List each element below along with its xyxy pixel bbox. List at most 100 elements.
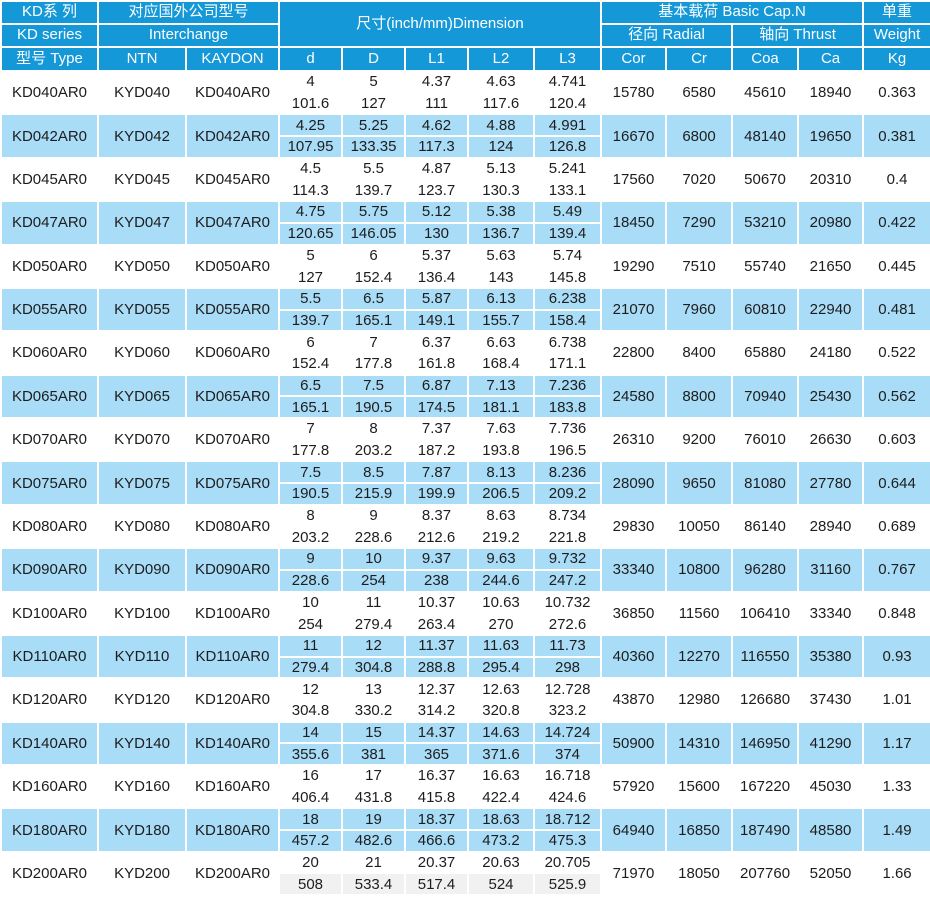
header-radial: 径向 Radial [602,25,732,46]
cell-dim-mm: 181.1 [469,397,534,417]
cell-ca: 20980 [799,202,863,244]
cell-dim-inch: 5.37 [406,245,468,266]
cell-ca: 45030 [799,766,863,808]
cell-dim-mm: 209.2 [535,484,601,504]
cell-dim-inch: 19 [343,809,405,830]
cell-dim-inch: 9.63 [469,549,534,569]
cell-cor: 71970 [602,852,666,895]
cell-cr: 16850 [667,809,732,851]
cell-dim-mm: 525.9 [535,874,601,895]
cell-model-ntn: KYD042 [99,115,185,157]
table-row: KD180AR0 KYD180 KD180AR0 18 19 18.37 18.63 18.7… [2,809,930,851]
cell-model-kaydon: KD055AR0 [187,288,279,331]
cell-model-kaydon: KD080AR0 [187,505,279,548]
cell-dim-inch: 4.991 [535,115,601,136]
cell-ca: 18940 [799,72,863,114]
cell-dim-mm: 165.1 [343,310,405,331]
cell-model-type: KD050AR0 [2,245,97,287]
cell-cor: 15780 [602,72,666,114]
cell-dim-mm: 133.1 [535,180,601,201]
cell-cor: 26310 [602,419,666,461]
cell-model-kaydon: KD060AR0 [187,332,279,374]
cell-dim-mm: 272.6 [535,614,601,634]
cell-ca: 21650 [799,245,863,287]
cell-dim-inch: 5.87 [406,288,468,309]
cell-dim-mm: 314.2 [406,700,468,721]
cell-dim-inch: 5.12 [406,202,468,222]
cell-cr: 7020 [667,158,732,201]
cell-model-ntn: KYD090 [99,549,185,591]
header-type: 型号 Type [2,48,97,70]
cell-dim-mm: 212.6 [406,527,468,548]
cell-cr: 9200 [667,419,732,461]
cell-cor: 57920 [602,766,666,808]
cell-dim-mm: 330.2 [343,700,405,721]
cell-model-kaydon: KD075AR0 [187,462,279,504]
cell-dim-mm: 219.2 [469,527,534,548]
cell-dim-mm: 320.8 [469,700,534,721]
cell-model-ntn: KYD080 [99,505,185,548]
cell-dim-inch: 17 [343,766,405,786]
table-row: KD100AR0 KYD100 KD100AR0 10 11 10.37 10.63 10.7… [2,592,930,634]
cell-cor: 43870 [602,679,666,721]
cell-cr: 8400 [667,332,732,374]
cell-model-ntn: KYD120 [99,679,185,721]
cell-dim-mm: 199.9 [406,484,468,504]
cell-dim-mm: 524 [469,874,534,895]
cell-dim-mm: 152.4 [343,267,405,287]
table-row-mm: 406.4 431.8 415.8 422.4 424.6 [2,787,930,808]
cell-kg: 0.363 [864,72,930,114]
cell-kg: 1.49 [864,809,930,851]
cell-dim-mm: 171.1 [535,353,601,374]
table-row: KD200AR0 KYD200 KD200AR0 20 21 20.37 20.63 20.7… [2,852,930,895]
cell-dim-mm: 203.2 [343,440,405,461]
header-kd-series-en: KD series [2,25,97,46]
table-row-mm: 355.6 381 365 371.6 374 [2,744,930,764]
cell-dim-inch: 11 [280,635,342,656]
cell-dim-mm: 247.2 [535,570,601,591]
table-row: KD090AR0 KYD090 KD090AR0 9 10 9.37 9.63 9.732 33… [2,549,930,591]
cell-cr: 8800 [667,375,732,417]
table-row: KD047AR0 KYD047 KD047AR0 4.75 5.75 5.12 5.38 5.… [2,202,930,244]
cell-kg: 0.603 [864,419,930,461]
cell-dim-mm: 149.1 [406,310,468,331]
cell-cr: 6580 [667,72,732,114]
cell-coa: 187490 [733,809,798,851]
cell-dim-inch: 7.5 [280,462,342,483]
cell-dim-mm: 130 [406,223,468,244]
cell-coa: 48140 [733,115,798,157]
table-row: KD060AR0 KYD060 KD060AR0 6 7 6.37 6.63 6.738 228… [2,332,930,374]
cell-model-type: KD070AR0 [2,419,97,461]
cell-kg: 0.689 [864,505,930,548]
cell-dim-inch: 7 [280,419,342,439]
cell-ca: 24180 [799,332,863,374]
cell-dim-mm: 254 [343,570,405,591]
table-row-mm: 254 279.4 263.4 270 272.6 [2,614,930,634]
cell-coa: 45610 [733,72,798,114]
cell-model-type: KD090AR0 [2,549,97,591]
cell-model-ntn: KYD100 [99,592,185,634]
cell-dim-inch: 9 [280,549,342,569]
table-row-mm: 114.3 139.7 123.7 130.3 133.1 [2,180,930,201]
cell-cr: 15600 [667,766,732,808]
cell-model-ntn: KYD065 [99,375,185,417]
table-row-mm: 101.6 127 111 117.6 120.4 [2,93,930,114]
cell-coa: 76010 [733,419,798,461]
table-row: KD040AR0 KYD040 KD040AR0 4 5 4.37 4.63 4.741 157… [2,72,930,114]
cell-model-kaydon: KD120AR0 [187,679,279,721]
header-interchange-cn: 对应国外公司型号 [99,2,279,23]
cell-dim-inch: 9 [343,505,405,526]
cell-dim-mm: 196.5 [535,440,601,461]
cell-dim-inch: 10.63 [469,592,534,613]
cell-dim-inch: 14.724 [535,722,601,743]
cell-coa: 50670 [733,158,798,201]
cell-dim-inch: 7.37 [406,419,468,439]
cell-model-type: KD040AR0 [2,72,97,114]
cell-dim-inch: 5 [343,72,405,92]
cell-ca: 37430 [799,679,863,721]
cell-model-kaydon: KD047AR0 [187,202,279,244]
cell-dim-inch: 6.738 [535,332,601,352]
table-row-mm: 203.2 228.6 212.6 219.2 221.8 [2,527,930,548]
table-row-mm: 177.8 203.2 187.2 193.8 196.5 [2,440,930,461]
table-row-mm: 304.8 330.2 314.2 320.8 323.2 [2,700,930,721]
